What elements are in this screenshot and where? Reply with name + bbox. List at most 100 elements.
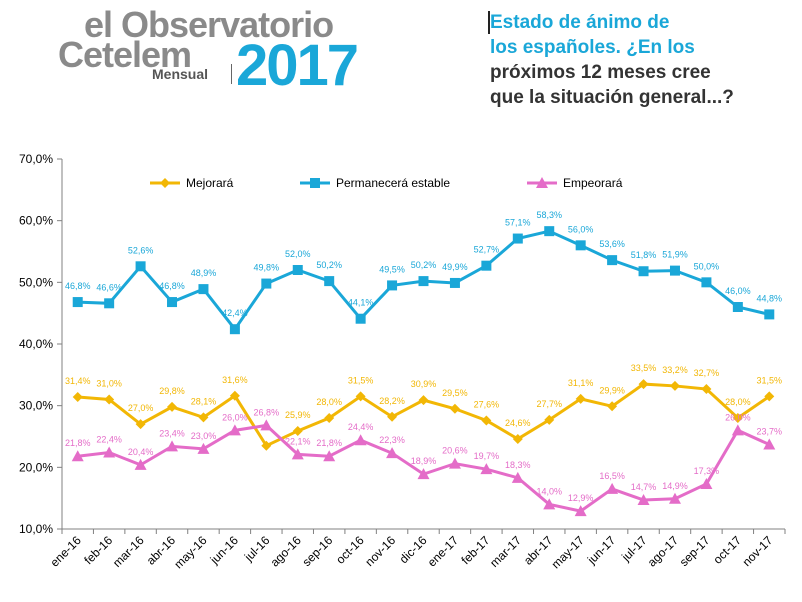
- x-tick-label: ene-17: [425, 533, 462, 570]
- y-tick-label: 30,0%: [19, 399, 53, 413]
- data-label: 28,1%: [191, 396, 217, 406]
- data-point: [292, 265, 303, 275]
- data-point: [701, 277, 712, 288]
- data-label: 25,9%: [285, 410, 311, 420]
- data-label: 52,0%: [285, 249, 311, 259]
- data-label: 52,7%: [474, 245, 500, 255]
- data-label: 51,9%: [662, 250, 688, 260]
- data-point: [103, 446, 116, 458]
- x-tick-label: sep-17: [677, 533, 713, 569]
- data-label: 30,9%: [411, 379, 437, 389]
- x-tick-label: may-17: [549, 533, 587, 571]
- data-label: 17,3%: [694, 466, 720, 476]
- data-point: [166, 440, 179, 452]
- data-point: [104, 298, 115, 309]
- data-label: 32,7%: [694, 368, 720, 378]
- data-label: 18,9%: [411, 456, 437, 466]
- data-label: 21,8%: [316, 438, 342, 448]
- y-tick-label: 40,0%: [19, 337, 53, 351]
- data-point: [323, 450, 336, 462]
- data-point: [511, 471, 524, 483]
- data-point: [575, 393, 586, 404]
- data-point: [167, 401, 178, 412]
- data-label: 23,4%: [159, 428, 185, 438]
- data-point: [355, 391, 366, 402]
- data-label: 22,3%: [379, 435, 405, 445]
- data-point: [544, 226, 555, 237]
- data-label: 46,6%: [96, 282, 122, 292]
- data-point: [417, 468, 430, 480]
- data-point: [731, 424, 744, 436]
- data-point: [764, 391, 775, 402]
- data-point: [261, 440, 272, 451]
- data-label: 24,4%: [348, 422, 374, 432]
- data-label: 57,1%: [505, 218, 531, 228]
- data-label: 52,6%: [128, 245, 154, 255]
- data-point: [261, 278, 272, 289]
- data-point: [355, 313, 366, 324]
- legend-label: Mejorará: [186, 176, 234, 190]
- data-label: 19,7%: [474, 451, 500, 461]
- data-label: 42,4%: [222, 308, 248, 318]
- data-label: 51,8%: [631, 250, 657, 260]
- data-label: 29,9%: [599, 385, 625, 395]
- data-point: [71, 450, 84, 462]
- data-label: 22,1%: [285, 436, 311, 446]
- data-point: [607, 255, 618, 266]
- data-label: 48,9%: [191, 268, 217, 278]
- data-point: [606, 482, 619, 494]
- x-tick-label: nov-16: [362, 533, 398, 569]
- y-tick-label: 50,0%: [19, 275, 53, 289]
- x-tick-label: jun-16: [207, 533, 241, 567]
- data-label: 14,9%: [662, 481, 688, 491]
- data-label: 20,6%: [442, 446, 468, 456]
- x-tick-label: ago-16: [268, 533, 305, 570]
- data-label: 29,5%: [442, 388, 468, 398]
- x-tick-label: feb-17: [459, 533, 493, 567]
- data-point: [418, 395, 429, 406]
- x-tick-label: nov-17: [740, 533, 776, 569]
- data-label: 21,8%: [65, 438, 91, 448]
- data-label: 33,5%: [631, 363, 657, 373]
- x-tick-label: dic-16: [397, 533, 430, 566]
- legend-marker: [310, 178, 320, 188]
- data-point: [732, 302, 743, 312]
- data-point: [481, 260, 492, 271]
- data-label: 28,0%: [725, 397, 751, 407]
- legend-marker: [160, 178, 170, 188]
- data-point: [418, 276, 429, 287]
- data-point: [574, 505, 587, 517]
- data-label: 49,8%: [254, 263, 280, 273]
- data-label: 27,0%: [128, 403, 154, 413]
- data-point: [72, 392, 83, 403]
- data-label: 56,0%: [568, 224, 594, 234]
- logo-separator: [231, 64, 232, 84]
- data-label: 31,4%: [65, 376, 91, 386]
- data-label: 50,2%: [411, 260, 437, 270]
- data-point: [135, 261, 146, 272]
- data-label: 49,9%: [442, 262, 468, 272]
- data-point: [324, 413, 335, 423]
- data-point: [292, 425, 303, 436]
- data-point: [638, 266, 649, 277]
- data-point: [701, 384, 712, 395]
- data-label: 24,6%: [505, 418, 531, 428]
- data-point: [607, 401, 618, 412]
- data-point: [386, 447, 399, 459]
- question-line-3: próximos 12 meses cree: [490, 62, 711, 83]
- data-label: 22,4%: [96, 435, 122, 445]
- data-label: 31,1%: [568, 378, 594, 388]
- x-tick-label: ene-16: [48, 533, 85, 570]
- data-point: [354, 434, 367, 446]
- y-tick-label: 20,0%: [19, 460, 53, 474]
- x-tick-label: oct-16: [333, 533, 367, 567]
- data-label: 12,9%: [568, 493, 594, 503]
- data-point: [291, 448, 304, 460]
- data-label: 44,8%: [757, 293, 783, 303]
- data-point: [575, 240, 586, 251]
- data-label: 44,1%: [348, 298, 374, 308]
- data-point: [448, 457, 461, 469]
- data-label: 31,6%: [222, 375, 248, 385]
- cetelem-logo: el Observatorio Cetelem Mensual 2017: [56, 4, 386, 98]
- data-point: [669, 265, 680, 276]
